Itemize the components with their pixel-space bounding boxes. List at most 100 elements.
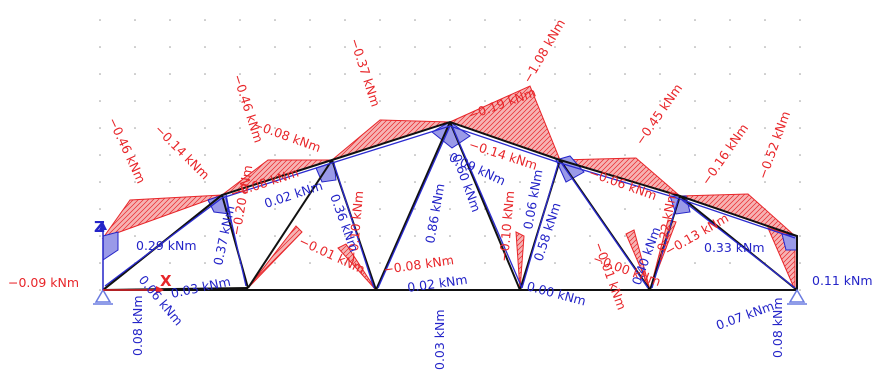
grid-dot	[729, 181, 731, 183]
grid-dot	[624, 19, 626, 21]
hatch-line	[516, 232, 524, 290]
left-support-icon	[93, 288, 113, 305]
grid-dot	[659, 235, 661, 237]
hatch-line	[787, 194, 795, 236]
grid-dot	[589, 46, 591, 48]
web-member-2	[221, 194, 249, 289]
moment-label: 0.03 kNm	[170, 274, 232, 301]
grid-dot	[344, 262, 346, 264]
grid-dot	[344, 73, 346, 75]
web-trace-3	[377, 125, 451, 289]
grid-dot	[589, 100, 591, 102]
grid-dot	[134, 127, 136, 129]
moment-area-diag-2	[337, 243, 377, 291]
grid-dot	[589, 208, 591, 210]
hatch-line	[248, 226, 302, 288]
grid-dot	[309, 19, 311, 21]
grid-dot	[309, 208, 311, 210]
moment-label: 0.29 kNm	[136, 238, 197, 253]
grid-dot	[169, 154, 171, 156]
hatch-line	[768, 228, 774, 290]
grid-dot	[414, 73, 416, 75]
grid-dot	[519, 208, 521, 210]
grid-dot	[589, 235, 591, 237]
grid-dot	[659, 154, 661, 156]
hatch-line	[768, 228, 795, 290]
grid-dot	[694, 262, 696, 264]
grid-dot	[449, 154, 451, 156]
hatch-line	[103, 195, 114, 238]
grid-dot	[169, 127, 171, 129]
moment-label: −1.08 kNm	[520, 16, 569, 85]
grid-dot	[624, 154, 626, 156]
grid-dot	[204, 19, 206, 21]
grid-dot	[764, 154, 766, 156]
grid-dot	[554, 73, 556, 75]
grid-dot	[344, 208, 346, 210]
hatch-line	[635, 230, 650, 290]
grid-dot	[519, 73, 521, 75]
grid-dot	[589, 154, 591, 156]
grid-dot	[379, 262, 381, 264]
grid-dot	[274, 127, 276, 129]
hatch-line	[540, 86, 560, 160]
grid-dot	[309, 181, 311, 183]
top-chord	[102, 120, 798, 291]
grid-dot	[204, 127, 206, 129]
grid-dot	[414, 208, 416, 210]
grid-dot	[274, 208, 276, 210]
grid-dot	[624, 46, 626, 48]
moment-label: 0.02 kNm	[406, 272, 468, 295]
grid-dot	[344, 19, 346, 21]
moment-area-left-chord	[101, 194, 223, 240]
moment-area-left-support	[102, 231, 119, 261]
web-member-3	[247, 159, 333, 289]
hatch-line	[550, 86, 560, 160]
moment-label: −0.52 kNm	[755, 109, 793, 181]
moment-label: −0.14 kNm	[152, 122, 213, 183]
web-trace-5	[521, 163, 559, 289]
moment-label: −0.45 kNm	[632, 81, 685, 148]
grid-dot	[799, 262, 801, 264]
grid-dot	[134, 19, 136, 21]
hatch-line	[545, 86, 560, 160]
grid-dot	[764, 127, 766, 129]
grid-dot	[169, 262, 171, 264]
grid-dot	[169, 100, 171, 102]
grid-dot	[484, 235, 486, 237]
x-axis-label: X	[160, 272, 172, 290]
hatch-line	[525, 86, 560, 160]
hatch-line	[777, 194, 795, 236]
grid-dot	[449, 46, 451, 48]
grid-dot	[694, 127, 696, 129]
web-trace-2	[333, 163, 375, 289]
grid-dot	[484, 73, 486, 75]
grid-dot	[239, 100, 241, 102]
supports	[93, 288, 807, 305]
moment-area-diag-4	[625, 229, 651, 291]
grid-dot	[589, 19, 591, 21]
grid-dot	[589, 262, 591, 264]
grid-dot	[519, 181, 521, 183]
grid-dot	[414, 100, 416, 102]
grid-dot	[99, 235, 101, 237]
grid-dot	[169, 73, 171, 75]
grid-dot	[729, 19, 731, 21]
grid-dot	[99, 154, 101, 156]
grid-dot	[99, 46, 101, 48]
grid-dot	[274, 154, 276, 156]
grid-dot	[449, 262, 451, 264]
z-axis-label: Z	[94, 218, 105, 236]
hatch-line	[248, 226, 302, 288]
grid-dot	[204, 154, 206, 156]
grid-dot	[694, 181, 696, 183]
hatch-line	[535, 86, 560, 160]
grid-dot	[694, 154, 696, 156]
grid-dot	[659, 208, 661, 210]
grid-dot	[379, 208, 381, 210]
grid-dot	[379, 181, 381, 183]
grid-dot	[799, 154, 801, 156]
grid-dot	[344, 181, 346, 183]
